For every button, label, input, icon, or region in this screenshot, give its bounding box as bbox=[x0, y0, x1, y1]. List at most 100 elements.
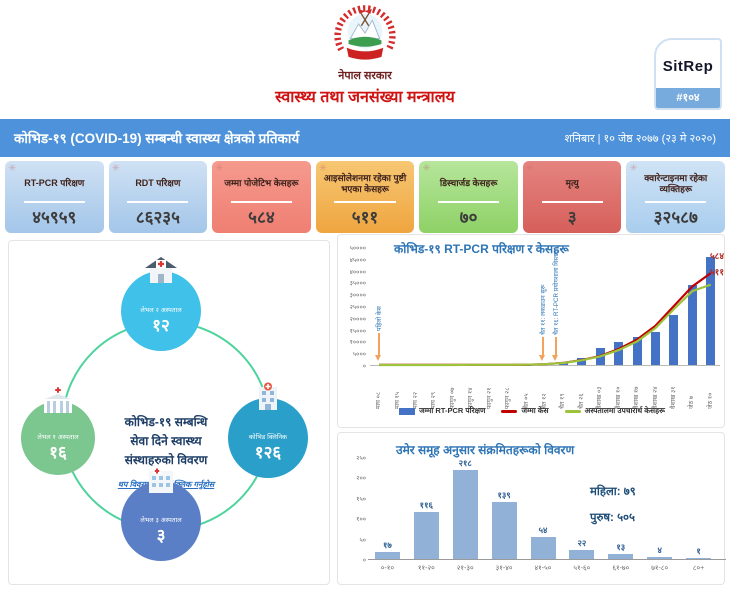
rtpcr-bar bbox=[577, 357, 587, 365]
header: नेपाल सरकार स्वास्थ्य तथा जनसंख्या मन्त्… bbox=[0, 0, 730, 118]
x-axis-label: वैशाख ०३ bbox=[596, 386, 604, 409]
rtpcr-bar bbox=[706, 256, 716, 365]
legend-swatch bbox=[501, 409, 518, 413]
stat-card-divider bbox=[23, 201, 85, 203]
stat-card-label: डिस्चार्जड केसहरू bbox=[439, 178, 498, 189]
annotation-arrow bbox=[378, 333, 380, 355]
x-axis-label: वैशाख २४ bbox=[651, 386, 659, 409]
y-tick-label: ३५००० bbox=[349, 280, 366, 288]
x-axis-label: ७१-८० bbox=[651, 565, 669, 572]
x-axis-label: माघ २२ bbox=[412, 391, 420, 409]
stat-card: ✳ डिस्चार्जड केसहरू ७० bbox=[419, 161, 518, 233]
legend-swatch bbox=[564, 409, 581, 413]
age-chart-panel: उमेर समूह अनुसार संक्रमितहरूको विवरण ० ५०… bbox=[337, 432, 726, 585]
y-tick-label: ५००० bbox=[352, 351, 366, 359]
stat-card-value: ५८४ bbox=[248, 208, 275, 227]
facility-node-bottom: लेभल ३ अस्पताल ३ bbox=[121, 468, 201, 561]
stat-card-value: ५११ bbox=[351, 208, 379, 227]
stat-card-value: ३ bbox=[567, 208, 577, 227]
age-bar bbox=[569, 550, 595, 559]
virus-icon: ✳ bbox=[629, 163, 638, 174]
y-tick-label: १०० bbox=[356, 516, 366, 524]
stat-card-divider bbox=[334, 201, 396, 203]
virus-icon: ✳ bbox=[318, 163, 328, 174]
age-chart-title: उमेर समूह अनुसार संक्रमितहरूको विवरण bbox=[396, 443, 575, 457]
y-tick-label: ४५००० bbox=[349, 256, 366, 264]
x-axis-label: जेठ १० bbox=[706, 392, 714, 409]
facility-node-value: १२ bbox=[152, 316, 170, 335]
case-trend-lines bbox=[379, 272, 712, 367]
facility-node-right: कोभिड क्लिनिक १२६ bbox=[228, 382, 308, 478]
facility-node-value: १६ bbox=[49, 443, 67, 462]
x-axis-label: ६१-७० bbox=[612, 565, 630, 572]
x-axis-label: माघ २९ bbox=[430, 391, 438, 409]
report-date: शनिबार | १० जेष्ठ २०७७ (२३ मे २०२०) bbox=[564, 132, 717, 145]
x-axis-label: वैशाख १० bbox=[614, 386, 622, 409]
age-bar-value: १ bbox=[696, 546, 701, 556]
x-axis-label: २१-३० bbox=[456, 565, 474, 572]
y-tick-label: ५०००० bbox=[349, 245, 366, 252]
annotation-arrowhead bbox=[552, 355, 559, 361]
x-axis-label: ५१-६० bbox=[573, 565, 591, 572]
legend-label: जम्मा केस bbox=[521, 406, 549, 415]
stat-card-value: ७० bbox=[459, 208, 478, 227]
stat-card-label: जम्मा पोजेटिभ केसहरू bbox=[224, 178, 299, 189]
age-bar bbox=[530, 536, 556, 559]
y-tick-label: ० bbox=[362, 557, 366, 564]
x-axis-label: चैत १९ bbox=[559, 393, 567, 409]
facility-node-label: लेभल २ अस्पताल bbox=[140, 307, 182, 314]
x-axis-line bbox=[370, 365, 720, 366]
x-axis-line bbox=[368, 559, 726, 560]
facility-node-label: लेभल ३ अस्पताल bbox=[140, 517, 182, 524]
facility-node-top: लेभल २ अस्पताल १२ bbox=[121, 257, 201, 351]
annotation-text: चैत ११: लकडाउन सुरू bbox=[540, 284, 548, 335]
x-axis-label: चैत ०५ bbox=[522, 393, 530, 409]
x-axis-label: वैशाख ३१ bbox=[669, 386, 677, 409]
sitrep-number: #१०४ bbox=[656, 88, 720, 108]
rtpcr-bar bbox=[632, 337, 642, 365]
y-tick-label: १५० bbox=[356, 495, 366, 503]
stat-card-value: ४५९५९ bbox=[32, 208, 77, 227]
rtpcr-chart-title: कोभिड-१९ RT-PCR परिक्षण र केसहरू bbox=[394, 242, 569, 256]
legend-item: जम्मा RT-PCR परिक्षण bbox=[399, 406, 485, 416]
x-axis-label: माघ ०८ bbox=[375, 391, 383, 409]
stat-card-value: ३२५८७ bbox=[653, 208, 698, 227]
virus-icon: ✳ bbox=[215, 163, 224, 174]
stat-card-divider bbox=[127, 201, 189, 203]
age-bar bbox=[452, 470, 478, 559]
facility-node-label: कोभिड क्लिनिक bbox=[248, 434, 288, 441]
x-axis-label: ८०+ bbox=[692, 565, 705, 572]
x-axis-label: ०-१० bbox=[380, 565, 395, 572]
x-axis-label: चैत २६ bbox=[577, 393, 585, 409]
virus-icon: ✳ bbox=[8, 163, 17, 174]
x-axis-label: फागुन २१ bbox=[485, 387, 493, 409]
y-tick-label: २०००० bbox=[349, 315, 366, 323]
facility-panel: लेभल २ अस्पताल १२ लेभल १ अस्पताल १६ कोभिड क्… bbox=[8, 240, 330, 585]
virus-icon: ✳ bbox=[111, 163, 120, 174]
y-tick-label: ५० bbox=[359, 536, 366, 544]
rtpcr-bar bbox=[687, 284, 697, 365]
x-axis-label: ३१-४० bbox=[495, 565, 513, 572]
stat-card-divider bbox=[438, 201, 500, 203]
stat-card: ✳ मृत्यु ३ bbox=[522, 161, 622, 233]
stat-card-divider bbox=[541, 201, 603, 203]
x-axis-label: फागुन २८ bbox=[504, 387, 512, 409]
stat-card-divider bbox=[645, 201, 707, 203]
rtpcr-bar bbox=[651, 331, 661, 365]
y-tick-label: २५० bbox=[356, 455, 366, 462]
age-bar-value: १३ bbox=[616, 541, 626, 552]
age-bar-value: २२ bbox=[577, 538, 587, 549]
legend-label: अस्पतालमा उपचारार्थ केसहरू bbox=[584, 406, 665, 415]
stat-card-label: मृत्यु bbox=[565, 178, 579, 189]
x-axis-label: वैशाख १७ bbox=[633, 386, 641, 409]
age-bar-value: ४ bbox=[657, 545, 662, 556]
stat-cards-row: ✳ RT-PCR परिक्षण ४५९५९ ✳ RDT परिक्षण ८६२३५ ✳ जम… bbox=[5, 161, 726, 233]
facility-text-line1: कोभिड-१९ सम्बन्धि bbox=[124, 415, 208, 429]
stat-card-label: RT-PCR परिक्षण bbox=[24, 178, 85, 189]
legend-item: अस्पतालमा उपचारार्थ केसहरू bbox=[564, 406, 665, 416]
rtpcr-bar bbox=[614, 342, 624, 365]
legend-swatch bbox=[399, 407, 416, 415]
stat-card-value: ८६२३५ bbox=[135, 208, 180, 227]
y-tick-label: २५००० bbox=[349, 304, 366, 311]
facility-node-left: लेभल १ अस्पताल १६ bbox=[21, 385, 95, 475]
